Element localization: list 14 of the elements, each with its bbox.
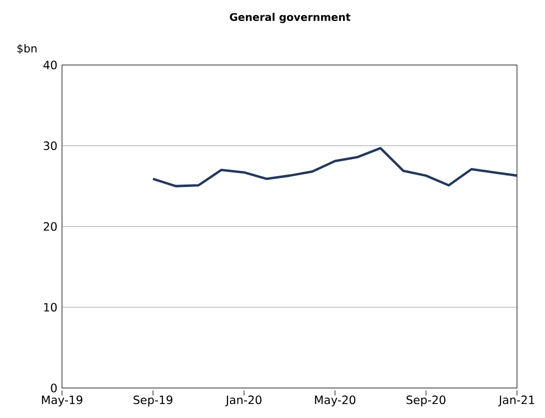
- x-tick-label: Jan-21: [498, 396, 534, 406]
- y-axis-title: $bn: [17, 44, 37, 54]
- y-tick-label: 40: [43, 60, 57, 70]
- y-tick-label: 10: [44, 302, 57, 312]
- x-tick-label: Sep-19: [134, 396, 172, 406]
- x-tick-label: Jan-20: [225, 396, 262, 406]
- chart-title: General government: [230, 12, 350, 24]
- x-tick-label: May-19: [42, 396, 82, 406]
- y-tick-label: 30: [44, 141, 57, 150]
- y-tick-label: 0: [50, 384, 57, 392]
- x-tick-label: May-20: [315, 396, 356, 406]
- x-tick-label: Sep-20: [406, 396, 446, 406]
- line-series: [152, 146, 518, 188]
- y-tick-label: 20: [44, 222, 57, 231]
